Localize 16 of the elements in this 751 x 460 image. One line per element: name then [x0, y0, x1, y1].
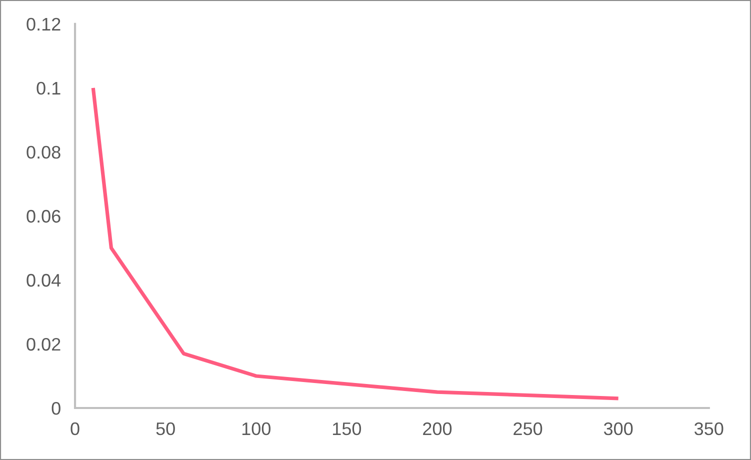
x-tick-label: 100 [242, 422, 270, 436]
x-tick-label: 50 [156, 422, 175, 436]
x-tick-label: 300 [604, 422, 633, 436]
y-tick-label: 0.02 [26, 338, 60, 351]
y-tick-label: 0.1 [36, 82, 60, 95]
x-tick-label: 250 [514, 422, 542, 436]
line-series [91, 86, 620, 400]
x-tick-label: 150 [332, 422, 362, 436]
y-tick-label: 0.08 [26, 146, 60, 159]
y-tick-label: 0 [52, 402, 60, 415]
x-tick-label: 350 [694, 422, 724, 436]
x-tick-label: 200 [423, 422, 452, 436]
x-tick-label: 0 [70, 422, 80, 436]
y-tick-label: 0.12 [26, 18, 60, 31]
y-tick-label: 0.06 [26, 210, 60, 223]
y-tick-label: 0.04 [26, 274, 61, 287]
